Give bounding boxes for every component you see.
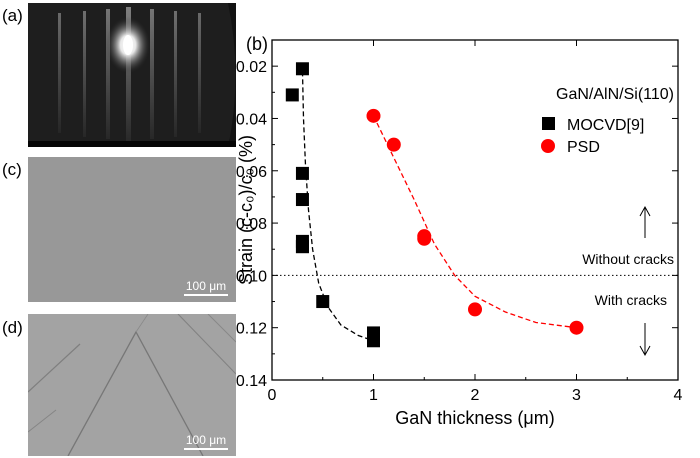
panel-d-label: (d) xyxy=(2,318,23,337)
strain-chart: (b) -0.02-0.04-0.06-0.08-0.10-0.12-0.14 … xyxy=(236,34,683,428)
scale-bar-d: 100 μm xyxy=(184,433,228,450)
psd-point xyxy=(569,320,584,335)
cracked-surface-graphic xyxy=(28,314,236,456)
y-tick-label: -0.14 xyxy=(236,373,267,390)
smooth-surface-graphic xyxy=(28,157,236,302)
rheed-pattern-graphic xyxy=(28,3,236,147)
mocvd-point xyxy=(367,334,380,348)
panel-c-label: (c) xyxy=(2,160,22,179)
mocvd-fit-curve xyxy=(301,71,374,342)
legend-mocvd-label: MOCVD[9] xyxy=(567,117,644,134)
legend-mocvd-marker xyxy=(542,117,555,130)
y-tick-label: -0.02 xyxy=(236,59,267,76)
x-tick-label: 3 xyxy=(572,387,581,404)
scale-bar-c-label: 100 μm xyxy=(185,279,227,293)
x-tick-label: 1 xyxy=(369,387,378,404)
arrow-down-icon xyxy=(639,323,651,357)
arrow-up-icon xyxy=(639,205,651,238)
scale-bar-c: 100 μm xyxy=(184,279,228,296)
y-tick-label: -0.12 xyxy=(236,321,267,338)
legend-psd-label: PSD xyxy=(567,139,600,156)
x-tick-label: 2 xyxy=(471,387,480,404)
scale-bar-d-label: 100 μm xyxy=(185,433,227,447)
psd-point xyxy=(417,231,432,246)
y-tick-label: -0.10 xyxy=(236,268,267,285)
psd-point xyxy=(386,137,401,152)
y-tick-label: -0.04 xyxy=(236,111,267,128)
mocvd-point xyxy=(295,166,309,180)
legend-title: GaN/AlN/Si(110) xyxy=(556,86,674,103)
mocvd-point xyxy=(295,193,309,207)
y-axis-label: Strain (c-c₀)/c₀ (%) xyxy=(236,135,256,285)
panel-b-label: (b) xyxy=(246,34,268,54)
rheed-pattern-image xyxy=(28,3,236,147)
panel-a-label: (a) xyxy=(2,6,23,25)
y-tick-label: -0.06 xyxy=(236,164,267,181)
mocvd-point xyxy=(316,295,330,309)
mocvd-point xyxy=(295,240,309,254)
x-axis-label: GaN thickness (μm) xyxy=(395,408,554,428)
mocvd-point xyxy=(295,62,309,76)
annotation-without-cracks: Without cracks xyxy=(582,251,674,267)
x-tick-label: 0 xyxy=(268,387,277,404)
psd-point xyxy=(468,302,482,317)
mocvd-point xyxy=(285,88,299,102)
y-tick-label: -0.08 xyxy=(236,216,267,233)
psd-fit-curve xyxy=(372,115,577,329)
legend-psd-marker xyxy=(541,139,555,153)
annotation-with-cracks: With cracks xyxy=(595,292,667,308)
psd-point xyxy=(366,108,381,123)
surface-image-with-cracks: 100 μm xyxy=(28,314,236,456)
x-tick-label: 4 xyxy=(674,387,683,404)
surface-image-no-cracks: 100 μm xyxy=(28,157,236,302)
